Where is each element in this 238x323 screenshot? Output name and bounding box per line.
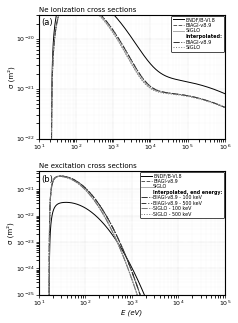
- Y-axis label: σ (m²): σ (m²): [7, 66, 15, 88]
- Y-axis label: σ (m²): σ (m²): [7, 222, 15, 244]
- Text: (a): (a): [41, 18, 52, 27]
- Text: (b): (b): [41, 175, 53, 183]
- Legend: ENDF/B-VI.8, BIAGI-v8.9, SIGLO, Interpolated:, BIAGI-v8.9, SIGLO: ENDF/B-VI.8, BIAGI-v8.9, SIGLO, Interpol…: [171, 16, 224, 52]
- Text: Ne ionization cross sections: Ne ionization cross sections: [39, 7, 136, 13]
- Text: Ne excitation cross sections: Ne excitation cross sections: [39, 163, 137, 169]
- X-axis label: E (eV): E (eV): [121, 309, 143, 316]
- Legend: ENDF/B-VI.8, BIAGI-v8.9, SIGLO, Interpolated, end energy:, BIAGI-v8.9 - 100 keV,: ENDF/B-VI.8, BIAGI-v8.9, SIGLO, Interpol…: [140, 172, 224, 218]
